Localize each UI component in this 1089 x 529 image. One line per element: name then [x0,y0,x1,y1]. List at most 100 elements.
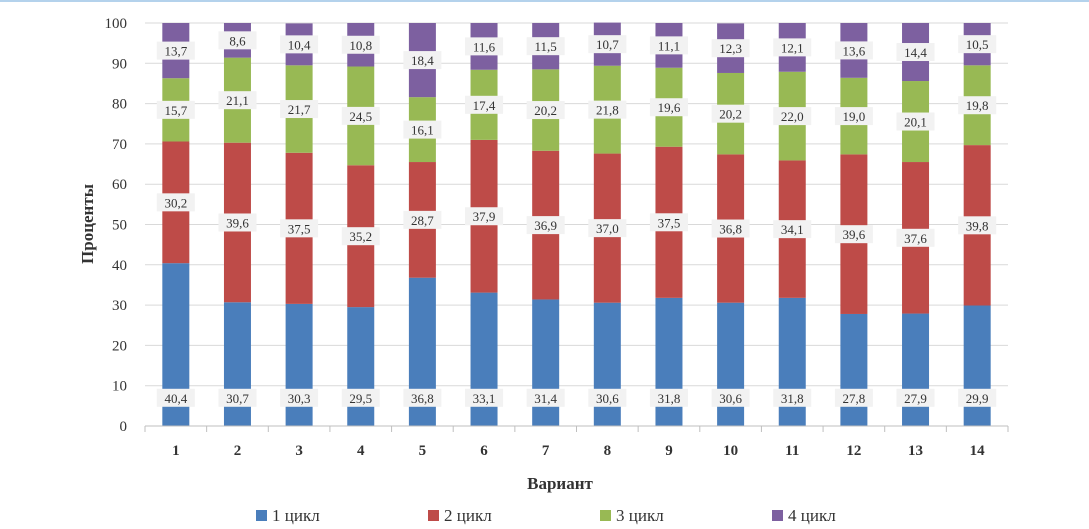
bar-segment-series-1 [347,307,375,426]
data-label: 20,1 [904,115,927,130]
data-label-bg [834,41,873,60]
legend: 1 цикл 2 цикл 3 цикл 4 цикл [256,506,836,525]
data-label-bg [218,388,257,407]
data-label-bg [588,219,627,238]
data-label: 35,2 [349,229,372,244]
legend-label: 2 цикл [444,506,492,525]
data-label-bg [465,37,504,56]
data-label-bg [588,35,627,54]
data-label: 8,6 [229,33,246,48]
data-label-bg [526,101,565,120]
x-axis-title: Вариант [527,474,593,493]
data-label: 12,3 [719,41,742,56]
data-label: 19,6 [658,100,681,115]
data-label: 40,4 [164,391,187,406]
data-label: 17,4 [473,98,496,113]
gridlines [145,22,1008,387]
legend-label: 4 цикл [788,506,836,525]
data-label-bg [649,213,688,232]
data-label-bg [526,37,565,56]
data-label-bg [341,388,380,407]
legend-swatch [772,510,783,521]
bar-segment-series-1 [593,302,621,426]
data-label: 39,6 [843,227,866,242]
data-label: 12,1 [781,40,804,55]
data-label: 30,2 [164,195,187,210]
y-axis-title: Проценты [78,184,97,264]
data-label: 39,6 [226,215,249,230]
data-label-bg [896,112,935,131]
data-label: 30,6 [719,391,742,406]
data-label-bg [341,35,380,54]
x-tick-label: 9 [665,443,673,459]
y-tick-label: 20 [112,338,127,354]
x-tick-label: 14 [970,443,986,459]
data-label-bg [834,225,873,244]
bar-segment-series-1 [963,305,991,426]
legend-swatch [428,510,439,521]
data-label-bg [896,388,935,407]
data-label-bg [218,91,257,110]
data-labels: 40,4 30,2 15,7 13,7 30,7 39,6 21,1 8,6 30,3 37,5 2… [156,31,997,407]
data-label-bg [341,227,380,246]
bar-segment-series-1 [840,313,868,426]
data-label-bg [773,38,812,57]
data-label-bg [649,98,688,117]
y-tick-label: 50 [112,218,127,234]
legend-swatch [600,510,611,521]
data-label-bg [403,210,442,229]
data-label: 19,8 [966,98,989,113]
data-label-bg [403,51,442,70]
data-label: 22,0 [781,109,804,124]
bar-segment-series-1 [532,299,560,426]
y-tick-label: 40 [112,258,127,274]
data-label: 13,7 [164,44,187,59]
data-label-bg [280,388,319,407]
data-label-bg [711,104,750,123]
data-label: 37,5 [658,215,681,230]
data-label-bg [465,207,504,226]
data-label-bg [280,219,319,238]
data-label: 13,6 [843,43,866,58]
x-tick-label: 6 [480,443,488,459]
data-label-bg [218,31,257,50]
data-label-bg [834,388,873,407]
data-label-bg [156,388,195,407]
data-label: 34,1 [781,222,804,237]
data-label-bg [218,213,257,232]
data-label: 37,6 [904,231,927,246]
y-tick-label: 10 [112,379,127,395]
data-label: 31,8 [658,391,681,406]
legend-label: 3 цикл [616,506,664,525]
data-label-bg [465,95,504,114]
data-label: 30,6 [596,391,619,406]
data-label: 33,1 [473,391,496,406]
data-label-bg [958,96,997,115]
data-label: 11,5 [535,39,557,54]
bar-segment-series-1 [902,313,930,426]
y-tick-label: 60 [112,177,127,193]
x-tick-label: 12 [846,443,861,459]
data-label-bg [156,193,195,212]
y-tick-label: 80 [112,97,127,113]
bar-segment-series-1 [285,303,313,426]
data-label-bg [958,35,997,54]
data-label: 30,3 [288,391,311,406]
data-label-bg [711,39,750,58]
data-label-bg [403,120,442,139]
data-label: 37,5 [288,221,311,236]
data-label: 10,5 [966,37,989,52]
data-label-bg [156,41,195,60]
y-tick-label: 90 [112,56,127,72]
data-label-bg [156,100,195,119]
data-label: 18,4 [411,53,434,68]
data-label: 15,7 [164,103,187,118]
data-label-bg [526,388,565,407]
data-label-bg [773,388,812,407]
x-tick-label: 4 [357,443,365,459]
data-label: 19,0 [843,109,866,124]
data-label-bg [403,388,442,407]
x-tick-label: 10 [723,443,738,459]
data-label: 14,4 [904,45,927,60]
